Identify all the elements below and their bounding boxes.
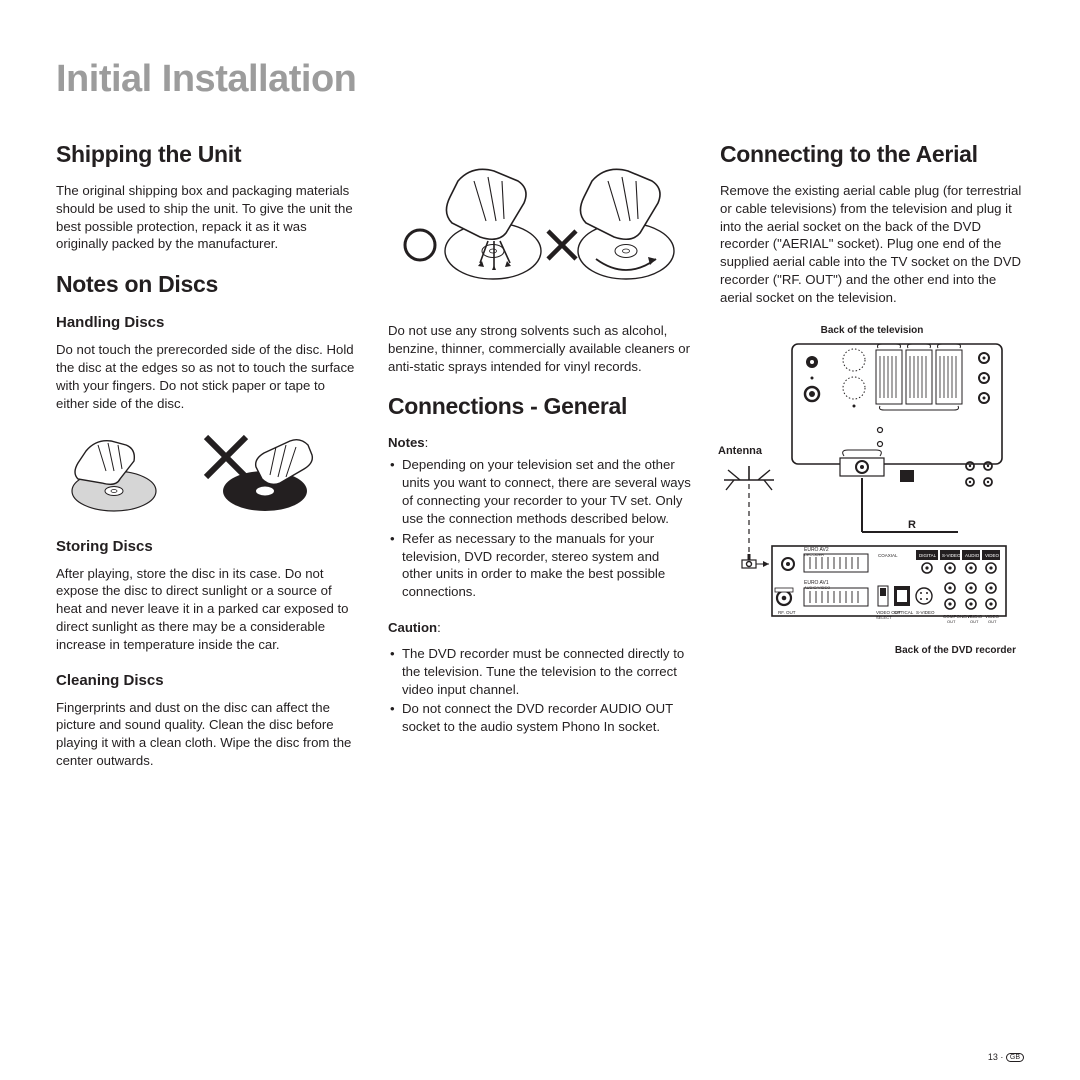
svg-text:COAXIAL: COAXIAL	[878, 553, 898, 558]
page-title: Initial Installation	[56, 58, 1024, 101]
solvents-body: Do not use any strong solvents such as a…	[388, 322, 692, 375]
shipping-heading: Shipping the Unit	[56, 141, 360, 168]
svg-text:AUDIO/VIDEO: AUDIO/VIDEO	[804, 585, 830, 590]
column-3: Connecting to the Aerial Remove the exis…	[720, 141, 1024, 788]
disc-correct-icon	[56, 431, 176, 516]
handling-discs-body: Do not touch the prerecorded side of the…	[56, 341, 360, 412]
svg-text:OUT: OUT	[947, 619, 956, 624]
disc-handling-figure	[56, 431, 360, 516]
handling-discs-heading: Handling Discs	[56, 314, 360, 331]
storing-discs-body: After playing, store the disc in its cas…	[56, 565, 360, 654]
caution-list: The DVD recorder must be connected direc…	[388, 645, 692, 736]
notes-list: Depending on your television set and the…	[388, 456, 692, 601]
antenna-label: Antenna	[718, 445, 762, 457]
region-badge: GB	[1006, 1053, 1024, 1062]
svg-text:DECODER: DECODER	[804, 552, 824, 557]
note-item-1: Depending on your television set and the…	[388, 456, 692, 527]
page-number: 13	[988, 1052, 998, 1062]
storing-discs-heading: Storing Discs	[56, 538, 360, 555]
cleaning-discs-body: Fingerprints and dust on the disc can af…	[56, 699, 360, 770]
aerial-body: Remove the existing aerial cable plug (f…	[720, 182, 1024, 307]
disc-incorrect-icon	[200, 431, 320, 516]
notes-label: Notes	[388, 435, 425, 450]
columns: Shipping the Unit The original shipping …	[56, 141, 1024, 788]
column-1: Shipping the Unit The original shipping …	[56, 141, 360, 788]
svg-text:OPTICAL: OPTICAL	[894, 610, 914, 615]
caution-item-1: The DVD recorder must be connected direc…	[388, 645, 692, 698]
connection-diagram: Back of the television Antenna	[720, 325, 1024, 656]
svg-text:OUT: OUT	[988, 619, 997, 624]
r-label: R	[908, 519, 916, 531]
cleaning-discs-heading: Cleaning Discs	[56, 672, 360, 689]
note-item-2: Refer as necessary to the manuals for yo…	[388, 530, 692, 601]
caution-label: Caution	[388, 620, 437, 635]
wiring-diagram-icon: R EURO AV2 DECODER RF. OUT E	[720, 336, 1020, 636]
caution-item-2: Do not connect the DVD recorder AUDIO OU…	[388, 700, 692, 736]
disc-wipe-figure	[388, 141, 692, 306]
svg-text:OUT: OUT	[970, 619, 979, 624]
svg-text:S-VIDEO: S-VIDEO	[916, 610, 935, 615]
svg-text:DIGITAL: DIGITAL	[919, 553, 937, 558]
connections-heading: Connections - General	[388, 393, 692, 420]
svg-text:S-VIDEO: S-VIDEO	[942, 553, 961, 558]
tv-caption: Back of the television	[720, 325, 1024, 336]
shipping-body: The original shipping box and packaging …	[56, 182, 360, 253]
recorder-caption: Back of the DVD recorder	[720, 645, 1024, 656]
svg-text:SELECT: SELECT	[876, 615, 892, 620]
aerial-heading: Connecting to the Aerial	[720, 141, 1024, 168]
page-footer: 13 · GB	[988, 1052, 1024, 1062]
column-2: Do not use any strong solvents such as a…	[388, 141, 692, 788]
svg-text:VIDEO: VIDEO	[985, 553, 1000, 558]
svg-text:AUDIO: AUDIO	[965, 553, 980, 558]
notes-on-discs-heading: Notes on Discs	[56, 271, 360, 298]
svg-text:RF. OUT: RF. OUT	[778, 610, 796, 615]
